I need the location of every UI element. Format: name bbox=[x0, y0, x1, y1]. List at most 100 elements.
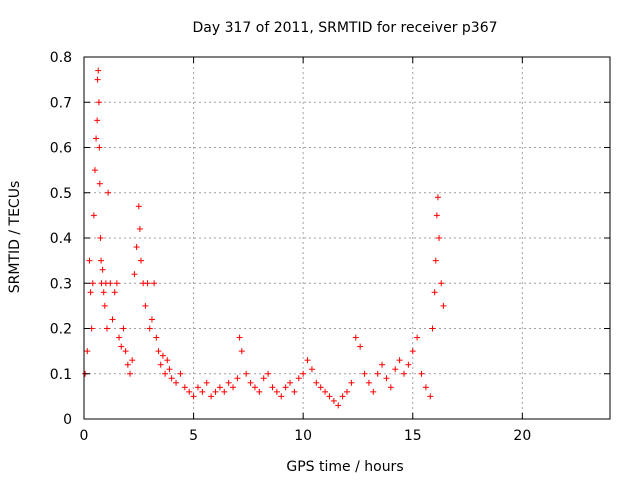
y-tick-label: 0.6 bbox=[50, 141, 72, 157]
data-point bbox=[317, 384, 324, 391]
data-point bbox=[374, 370, 381, 377]
data-point bbox=[100, 289, 107, 296]
data-point bbox=[433, 212, 440, 219]
data-point bbox=[109, 316, 116, 323]
y-tick-label: 0.4 bbox=[50, 231, 72, 247]
data-point bbox=[157, 361, 164, 368]
data-point bbox=[190, 393, 197, 400]
data-point bbox=[162, 370, 169, 377]
data-point bbox=[107, 280, 114, 287]
data-point bbox=[348, 379, 355, 386]
data-point bbox=[236, 334, 243, 341]
data-point bbox=[427, 393, 434, 400]
x-tick-label: 15 bbox=[404, 428, 422, 444]
data-point bbox=[146, 325, 153, 332]
data-point bbox=[265, 370, 272, 377]
data-point bbox=[352, 334, 359, 341]
data-point bbox=[86, 257, 93, 264]
data-point bbox=[243, 370, 250, 377]
chart-title: Day 317 of 2011, SRMTID for receiver p36… bbox=[192, 20, 497, 36]
data-point bbox=[339, 393, 346, 400]
x-axis-label: GPS time / hours bbox=[286, 459, 403, 475]
data-point bbox=[409, 348, 416, 355]
data-point bbox=[291, 388, 298, 395]
data-point bbox=[87, 289, 94, 296]
data-point bbox=[177, 370, 184, 377]
y-tick-label: 0.7 bbox=[50, 95, 72, 111]
data-point bbox=[144, 280, 151, 287]
data-point bbox=[434, 194, 441, 201]
data-point bbox=[91, 167, 98, 174]
data-point bbox=[247, 379, 254, 386]
data-point bbox=[120, 325, 127, 332]
data-point bbox=[418, 370, 425, 377]
data-point bbox=[251, 384, 258, 391]
data-point bbox=[90, 212, 97, 219]
x-tick-label: 0 bbox=[80, 428, 89, 444]
data-point bbox=[278, 393, 285, 400]
data-point bbox=[405, 361, 412, 368]
data-point bbox=[89, 280, 96, 287]
data-point bbox=[429, 325, 436, 332]
data-point bbox=[225, 379, 232, 386]
data-point bbox=[168, 375, 175, 382]
data-point bbox=[295, 375, 302, 382]
data-point bbox=[181, 384, 188, 391]
y-tick-label: 0.8 bbox=[50, 50, 72, 66]
data-point bbox=[131, 271, 138, 278]
data-point bbox=[101, 302, 108, 309]
data-point bbox=[173, 379, 180, 386]
x-tick-label: 20 bbox=[513, 428, 531, 444]
data-point bbox=[287, 379, 294, 386]
x-tick-label: 10 bbox=[294, 428, 312, 444]
data-point bbox=[194, 384, 201, 391]
data-point bbox=[436, 235, 443, 241]
data-point bbox=[96, 180, 103, 187]
data-point bbox=[300, 370, 307, 377]
data-point bbox=[164, 357, 171, 364]
data-point bbox=[387, 384, 394, 391]
data-point bbox=[93, 135, 100, 142]
data-point bbox=[94, 76, 101, 83]
data-point bbox=[256, 388, 263, 395]
data-point bbox=[118, 343, 125, 350]
data-point bbox=[383, 375, 390, 382]
data-point bbox=[273, 388, 280, 395]
data-point bbox=[135, 203, 142, 210]
data-point bbox=[308, 366, 315, 373]
data-point bbox=[129, 357, 136, 364]
data-point bbox=[322, 388, 329, 395]
data-point bbox=[151, 280, 158, 287]
data-point bbox=[357, 343, 364, 350]
data-point bbox=[260, 375, 267, 382]
data-point bbox=[142, 302, 149, 309]
y-tick-label: 0 bbox=[63, 412, 72, 428]
data-point bbox=[199, 388, 206, 395]
data-point bbox=[166, 366, 173, 373]
data-point bbox=[136, 225, 143, 232]
x-tick-label: 5 bbox=[189, 428, 198, 444]
data-point bbox=[230, 384, 237, 391]
axis-ticks bbox=[83, 56, 610, 420]
data-point bbox=[370, 388, 377, 395]
data-point bbox=[186, 388, 193, 395]
data-point bbox=[116, 334, 123, 341]
data-point bbox=[95, 67, 102, 74]
data-point bbox=[84, 348, 91, 355]
data-point bbox=[97, 235, 104, 241]
data-point bbox=[208, 393, 215, 400]
data-point bbox=[392, 366, 399, 373]
data-point bbox=[422, 384, 429, 391]
data-point bbox=[95, 99, 102, 106]
data-point bbox=[438, 280, 445, 287]
data-point bbox=[313, 379, 320, 386]
data-point bbox=[159, 352, 166, 359]
data-point bbox=[216, 384, 223, 391]
y-tick-label: 0.3 bbox=[50, 276, 72, 292]
data-points bbox=[82, 67, 447, 409]
data-point bbox=[432, 257, 439, 264]
data-point bbox=[221, 388, 228, 395]
data-point bbox=[153, 334, 160, 341]
